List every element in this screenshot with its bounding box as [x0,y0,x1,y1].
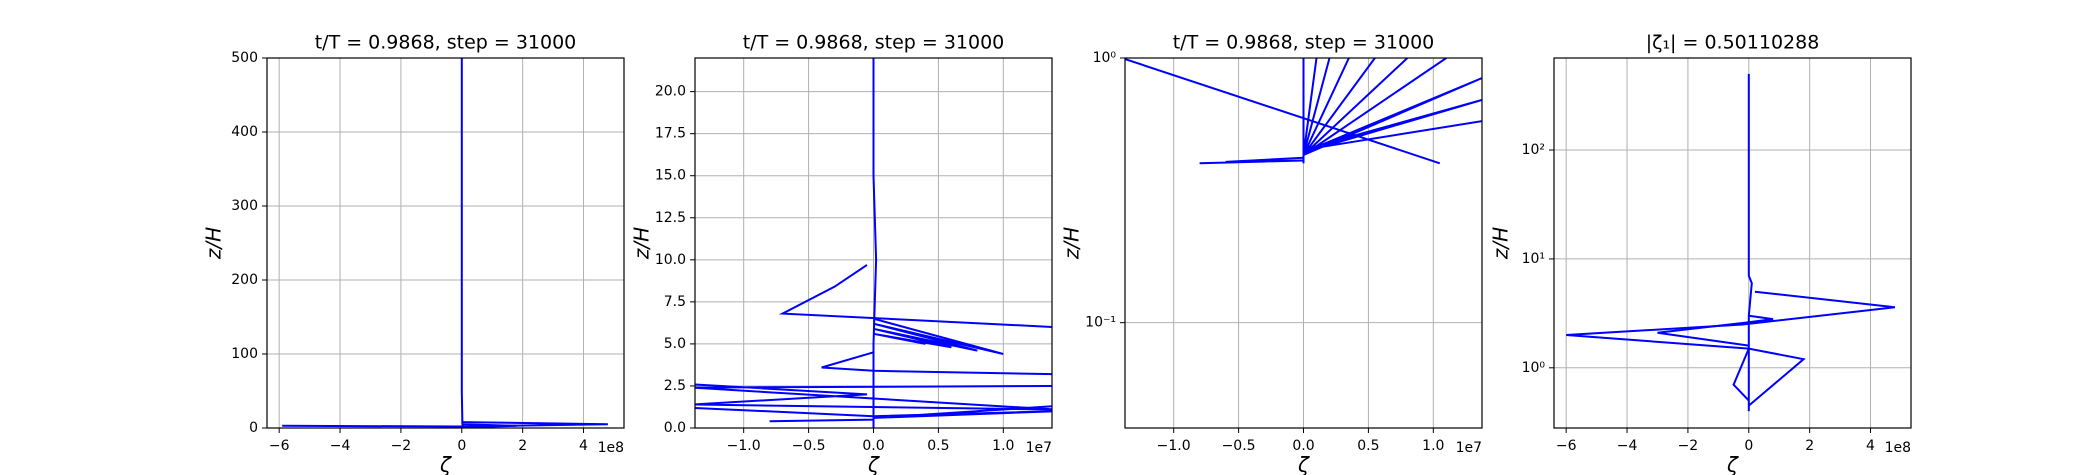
axes-frame [1124,57,1483,429]
x-tick-label: −0.5 [1222,438,1256,454]
profile-line [1732,347,1806,407]
y-axis-label: z/H [202,227,226,260]
y-tick-label: 20.0 [655,84,686,100]
profile-line [695,405,1052,419]
profile-line [1747,73,1753,412]
axes-frame [1553,57,1912,429]
x-tick-label: −1.0 [1157,438,1191,454]
axes-frame [266,57,625,429]
profile-line [1566,290,1896,350]
y-tick-label: 400 [231,124,258,140]
y-axis-label: z/H [1060,227,1084,260]
y-tick-label: 5.0 [664,336,686,352]
y-tick-label: 300 [231,198,258,214]
profile-line [282,421,608,428]
profile-line [769,407,875,423]
profile-line [873,317,1004,355]
y-tick-label: 0 [249,420,258,436]
series-group [1125,58,1482,165]
profile-line [872,58,878,428]
x-axis-label: ζ [439,453,452,475]
x-offset-label: 1e7 [1456,440,1482,456]
y-tick-label: 100 [231,346,258,362]
chart-title: t/T = 0.9868, step = 31000 [1173,32,1435,54]
x-tick-label: 0.5 [927,438,949,454]
profile-line [461,423,517,428]
x-tick-label: −0.5 [792,438,826,454]
x-tick-label: 4 [1866,438,1875,454]
x-tick-label: −4 [330,438,351,454]
x-tick-label: −1.0 [727,438,761,454]
subplot: −1.0 −0.5 0.0 0.5 1.0 10⁻¹ 10⁰ t/T = 0.9868, st… [1060,32,1483,475]
y-axis-label: z/H [630,227,654,260]
y-tick-label: 12.5 [655,210,686,226]
y-tick-label: 10⁰ [1522,360,1546,376]
y-tick-label: 0.0 [664,420,686,436]
y-tick-label: 500 [231,50,258,66]
chart-title: |ζ₁| = 0.50110288 [1646,32,1820,54]
x-axis-label: ζ [1726,453,1739,475]
chart-title: t/T = 0.9868, step = 31000 [315,32,577,54]
y-tick-label: 10⁻¹ [1085,315,1116,331]
x-tick-label: 0.0 [1292,438,1314,454]
x-tick-label: 1.0 [992,438,1014,454]
subplot: −6 −4 −2 0 2 4 0 100 200 300 400 500 t/T = 0.9868, s… [202,32,625,475]
x-offset-label: 1e7 [1026,440,1052,456]
x-tick-label: 0 [457,438,466,454]
x-tick-label: 1.0 [1422,438,1444,454]
profile-line [778,264,1052,328]
profile-line [1302,58,1482,156]
y-tick-label: 10¹ [1522,251,1545,267]
y-axis-label: z/H [1489,227,1513,260]
y-tick-label: 200 [231,272,258,288]
y-tick-label: 10⁰ [1093,50,1117,66]
x-tick-label: 0.5 [1357,438,1379,454]
y-tick-label: 7.5 [664,294,686,310]
x-tick-label: −6 [269,438,290,454]
x-tick-label: −2 [391,438,412,454]
profile-line [460,58,465,428]
y-tick-label: 2.5 [664,378,686,394]
profile-line [1657,314,1774,347]
x-tick-label: 0 [1744,438,1753,454]
subplot: −6 −4 −2 0 2 4 10⁰ 10¹ 10² |ζ₁| = 0.50110288 ζ 1e8 z… [1489,32,1912,475]
series-group [1566,73,1896,412]
series-group [282,58,608,428]
subplot: −1.0 −0.5 0.0 0.5 1.0 0.0 2.5 5.0 7.5 10.0 12.5 15.… [630,32,1053,475]
profile-line [695,383,1052,411]
profile-line [821,351,1052,376]
y-tick-label: 15.0 [655,168,686,184]
x-axis-label: ζ [1297,453,1310,475]
y-tick-label: 10² [1522,142,1545,158]
series-group [695,58,1052,428]
x-offset-label: 1e8 [598,440,624,456]
x-tick-label: 0.0 [862,438,884,454]
chart-title: t/T = 0.9868, step = 31000 [743,32,1005,54]
x-tick-label: 2 [1805,438,1814,454]
x-axis-label: ζ [867,453,880,475]
y-tick-label: 17.5 [655,126,686,142]
x-tick-label: −6 [1556,438,1577,454]
y-tick-label: 10.0 [655,252,686,268]
axes-frame [694,57,1053,429]
x-tick-label: −2 [1678,438,1699,454]
profile-line [1199,156,1304,165]
x-offset-label: 1e8 [1885,440,1911,456]
profile-line [1125,58,1441,165]
x-tick-label: 2 [518,438,527,454]
x-tick-label: 4 [579,438,588,454]
x-tick-label: −4 [1617,438,1638,454]
